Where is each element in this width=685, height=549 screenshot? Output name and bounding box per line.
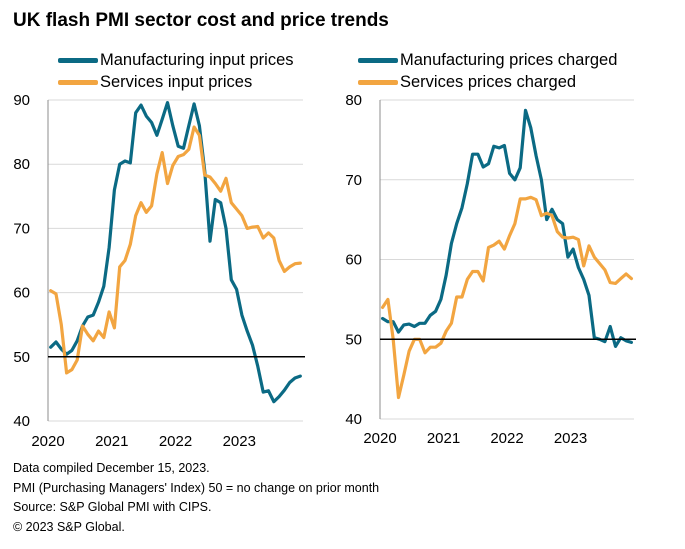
legend-right: Manufacturing prices charged Services pr… xyxy=(358,49,617,93)
x-tick-label: 2022 xyxy=(159,433,192,450)
x-tick-label: 2021 xyxy=(427,430,460,447)
footer-line-pmi-definition: PMI (Purchasing Managers' Index) 50 = no… xyxy=(13,480,380,495)
legend-label: Manufacturing input prices xyxy=(100,50,294,69)
x-tick-label: 2020 xyxy=(363,430,396,447)
y-tick-label: 80 xyxy=(345,92,362,109)
legend-label: Services prices charged xyxy=(400,72,577,91)
y-tick-label: 60 xyxy=(345,252,362,269)
series-line-services-input-prices xyxy=(49,125,302,375)
legend-swatch-services xyxy=(358,79,398,85)
y-tick-label: 60 xyxy=(13,285,30,302)
series-line-manufacturing-prices-charged xyxy=(381,108,634,348)
x-tick-label: 2023 xyxy=(554,430,587,447)
y-tick-label: 70 xyxy=(13,220,30,237)
y-tick-label: 70 xyxy=(345,172,362,189)
page-title: UK flash PMI sector cost and price trend… xyxy=(13,10,389,31)
y-tick-label: 40 xyxy=(13,413,30,430)
footer-line-source: Source: S&P Global PMI with CIPS. xyxy=(13,500,212,514)
legend-label: Manufacturing prices charged xyxy=(400,50,618,69)
legend-item-manufacturing-input: Manufacturing input prices xyxy=(58,49,294,71)
legend-swatch-services xyxy=(58,79,98,85)
legend-swatch-manufacturing xyxy=(58,57,98,63)
x-tick-label: 2023 xyxy=(223,433,256,450)
legend-item-manufacturing-charged: Manufacturing prices charged xyxy=(358,49,617,71)
x-tick-label: 2020 xyxy=(31,433,64,450)
y-tick-label: 50 xyxy=(13,349,30,366)
footer-line-copyright: © 2023 S&P Global. xyxy=(13,519,125,534)
series-line-manufacturing-input-prices xyxy=(49,100,302,404)
footer-line-compiled: Data compiled December 15, 2023. xyxy=(13,461,210,475)
legend-swatch-manufacturing xyxy=(358,57,398,63)
y-tick-label: 40 xyxy=(345,411,362,428)
series-line-services-prices-charged xyxy=(381,195,634,400)
legend-item-services-charged: Services prices charged xyxy=(358,71,617,93)
x-tick-label: 2022 xyxy=(490,430,523,447)
chart-prices-charged: 40 50 60 70 80 2020 2021 2022 2023 xyxy=(345,92,636,447)
y-tick-label: 80 xyxy=(13,156,30,173)
footer-notes: Data compiled December 15, 2023. PMI (Pu… xyxy=(13,459,379,537)
legend-left: Manufacturing input prices Services inpu… xyxy=(58,49,294,93)
x-tick-label: 2021 xyxy=(95,433,128,450)
legend-label: Services input prices xyxy=(100,72,253,91)
y-tick-label: 50 xyxy=(345,331,362,348)
legend-item-services-input: Services input prices xyxy=(58,71,294,93)
chart-input-prices: 40 50 60 70 80 90 2020 2021 2022 2023 xyxy=(13,92,305,450)
y-tick-label: 90 xyxy=(13,92,30,109)
